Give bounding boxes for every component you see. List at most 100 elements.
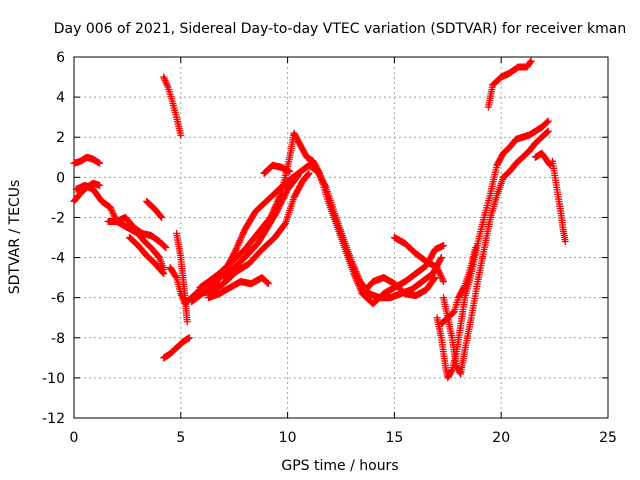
data-point	[106, 203, 114, 211]
data-point	[351, 266, 359, 274]
data-point	[160, 270, 168, 278]
data-point	[561, 238, 569, 246]
data-point	[449, 308, 457, 316]
data-point	[437, 255, 445, 263]
data-point	[264, 279, 272, 287]
data-point	[348, 259, 356, 267]
data-point	[235, 238, 243, 246]
data-point	[456, 369, 464, 377]
data-point	[230, 250, 238, 258]
data-point	[163, 80, 171, 88]
data-point	[281, 220, 289, 228]
data-point	[238, 232, 246, 240]
y-axis-label: SDTVAR / TECUs	[7, 180, 23, 295]
data-point	[161, 243, 169, 251]
data-point	[177, 131, 185, 139]
series-sat-q	[358, 274, 439, 300]
data-point	[232, 245, 240, 253]
series-sat-s	[433, 117, 552, 382]
data-point	[350, 263, 358, 271]
x-tick-label: 0	[70, 430, 79, 446]
data-point	[354, 273, 362, 281]
data-point	[526, 58, 534, 66]
data-point	[544, 127, 552, 135]
data-point	[96, 181, 104, 189]
data-point	[433, 264, 441, 272]
data-point	[543, 119, 551, 127]
data-point	[232, 246, 240, 254]
data-point	[108, 207, 116, 215]
series-sat-f	[143, 197, 166, 221]
data-point	[154, 252, 162, 260]
data-point	[351, 264, 359, 272]
y-tick-label: 4	[56, 90, 65, 106]
data-point	[431, 274, 439, 282]
plot-frame	[73, 56, 609, 419]
data-point	[348, 258, 356, 266]
data-point	[321, 182, 329, 190]
data-point	[160, 73, 168, 81]
x-axis-label: GPS time / hours	[281, 458, 398, 474]
x-tick-labels: 0 5 10 15 20 25	[70, 430, 617, 446]
data-point	[437, 273, 445, 281]
data-point	[157, 213, 165, 221]
series-sat-v	[484, 57, 535, 111]
x-tick-label: 15	[385, 430, 403, 446]
data-points	[70, 57, 569, 382]
data-point	[161, 76, 169, 84]
series-sat-j	[173, 229, 191, 326]
series-sat-c	[72, 181, 168, 274]
data-point	[109, 210, 117, 218]
series-sat-g	[160, 73, 185, 139]
data-point	[447, 367, 455, 375]
data-point	[264, 280, 272, 288]
data-point	[544, 117, 552, 125]
x-tick-label: 10	[279, 430, 297, 446]
data-point	[349, 261, 357, 269]
y-tick-label: -2	[51, 210, 65, 226]
data-point	[239, 229, 247, 237]
data-point	[437, 254, 445, 262]
data-point	[107, 205, 115, 213]
data-point	[172, 272, 180, 280]
data-point	[440, 242, 448, 250]
data-point	[430, 275, 438, 283]
data-point	[234, 240, 242, 248]
series-sat-d	[104, 213, 170, 252]
chart-title: Day 006 of 2021, Sidereal Day-to-day VTE…	[54, 21, 626, 37]
data-point	[236, 237, 244, 245]
data-point	[438, 275, 446, 283]
series-sat-a	[70, 153, 104, 167]
y-tick-label: -8	[51, 331, 65, 347]
data-point	[108, 208, 116, 216]
data-point	[158, 268, 166, 276]
series-sat-r	[390, 234, 448, 286]
data-point	[159, 269, 167, 277]
axis-ticks	[73, 56, 609, 419]
data-point	[110, 211, 118, 219]
data-point	[263, 278, 271, 286]
y-tick-label: -12	[42, 411, 65, 427]
data-point	[440, 278, 448, 286]
data-point	[237, 234, 245, 241]
data-point	[158, 213, 166, 221]
data-point	[233, 243, 241, 251]
y-tick-label: 6	[56, 50, 65, 66]
series-sat-e	[126, 234, 168, 278]
x-tick-label: 5	[176, 430, 185, 446]
y-tick-label: -4	[51, 251, 65, 267]
data-point	[160, 75, 168, 83]
data-point	[527, 57, 535, 65]
data-point	[96, 159, 104, 167]
series-sat-m	[194, 169, 313, 298]
data-point	[234, 242, 242, 250]
data-point	[439, 276, 447, 284]
series-sat-n	[205, 274, 272, 302]
data-point	[543, 128, 551, 136]
series-sat-h	[160, 334, 193, 362]
y-tick-label: -6	[51, 291, 65, 307]
series-sat-u	[437, 244, 480, 328]
data-point	[353, 269, 361, 277]
